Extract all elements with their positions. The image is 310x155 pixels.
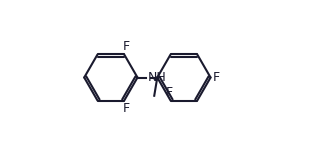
Text: F: F [166, 86, 173, 99]
Text: F: F [123, 102, 130, 115]
Text: F: F [123, 40, 130, 53]
Text: F: F [213, 71, 220, 84]
Text: NH: NH [148, 71, 167, 84]
